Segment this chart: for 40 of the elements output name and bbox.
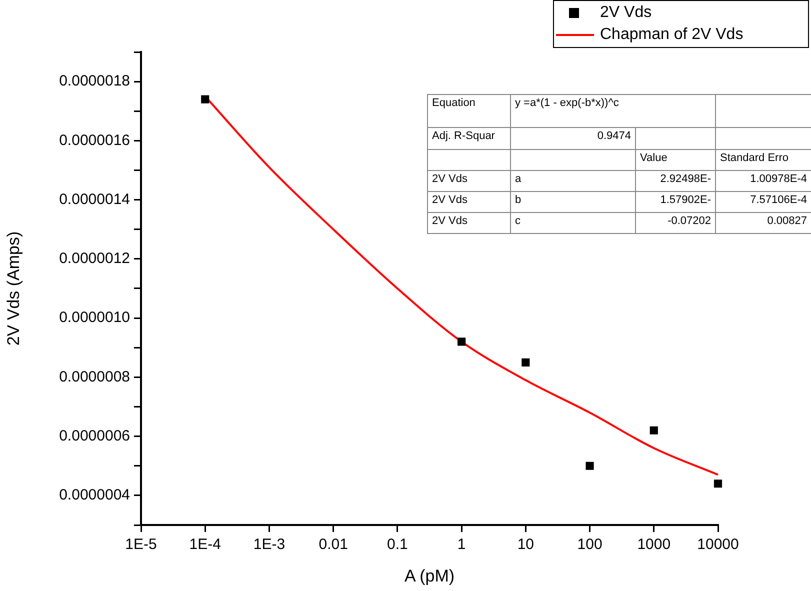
annotation: 2V Vds: [427, 191, 511, 213]
legend-label: 2V Vds: [600, 4, 652, 22]
legend-label: Chapman of 2V Vds: [600, 26, 744, 44]
annotation: Value: [635, 149, 716, 171]
x-tick-label: 100: [577, 536, 602, 554]
text: 1.00978E-4: [750, 173, 807, 185]
x-tick-label: 1: [457, 536, 466, 554]
annotation: Adj. R-Squar: [427, 127, 511, 150]
y-axis-title: 2V Vds (Amps): [4, 231, 23, 346]
y-tick-label: 0.0000006: [59, 427, 130, 444]
x-tick-label: 0.01: [318, 536, 348, 554]
text: 0.00827: [767, 215, 807, 227]
x-tick-label: 10000: [697, 536, 739, 554]
text: 7.57106E-4: [750, 194, 807, 206]
y-tick-label: 0.0000018: [59, 72, 130, 90]
annotation: 0.9474: [510, 127, 636, 150]
annotation: c: [510, 212, 636, 234]
annotation: 2V Vds: [427, 212, 511, 234]
y-tick-label: 0.0000012: [59, 250, 130, 268]
annotation: a: [510, 170, 636, 192]
x-tick-label: 10: [517, 536, 534, 554]
y-tick-label: 0.0000014: [59, 190, 130, 208]
annotation: 2.92498E-: [635, 170, 716, 192]
x-tick-label: 1000: [637, 536, 671, 554]
annotation: 2V Vds: [427, 170, 511, 192]
x-tick-label: 1E-5: [125, 536, 157, 554]
y-tick-label: 0.0000008: [59, 368, 130, 386]
text: Standard Erro: [720, 152, 788, 164]
annotation: Equation: [427, 94, 511, 128]
annotation: 1.57902E-: [635, 191, 716, 213]
y-tick-label: 0.0000016: [59, 132, 130, 149]
y-tick-label: 0.0000004: [59, 486, 130, 504]
x-tick-label: 1E-3: [253, 536, 286, 554]
annotation: y =a*(1 - exp(-b*x))^c: [510, 94, 716, 128]
x-axis-title: A (pM): [404, 566, 455, 586]
x-tick-label: 0.1: [387, 536, 408, 554]
annotation: -0.07202: [635, 212, 716, 234]
x-tick-label: 1E-4: [189, 536, 221, 554]
y-tick-label: 0.0000010: [59, 309, 130, 326]
annotation: b: [510, 191, 636, 213]
